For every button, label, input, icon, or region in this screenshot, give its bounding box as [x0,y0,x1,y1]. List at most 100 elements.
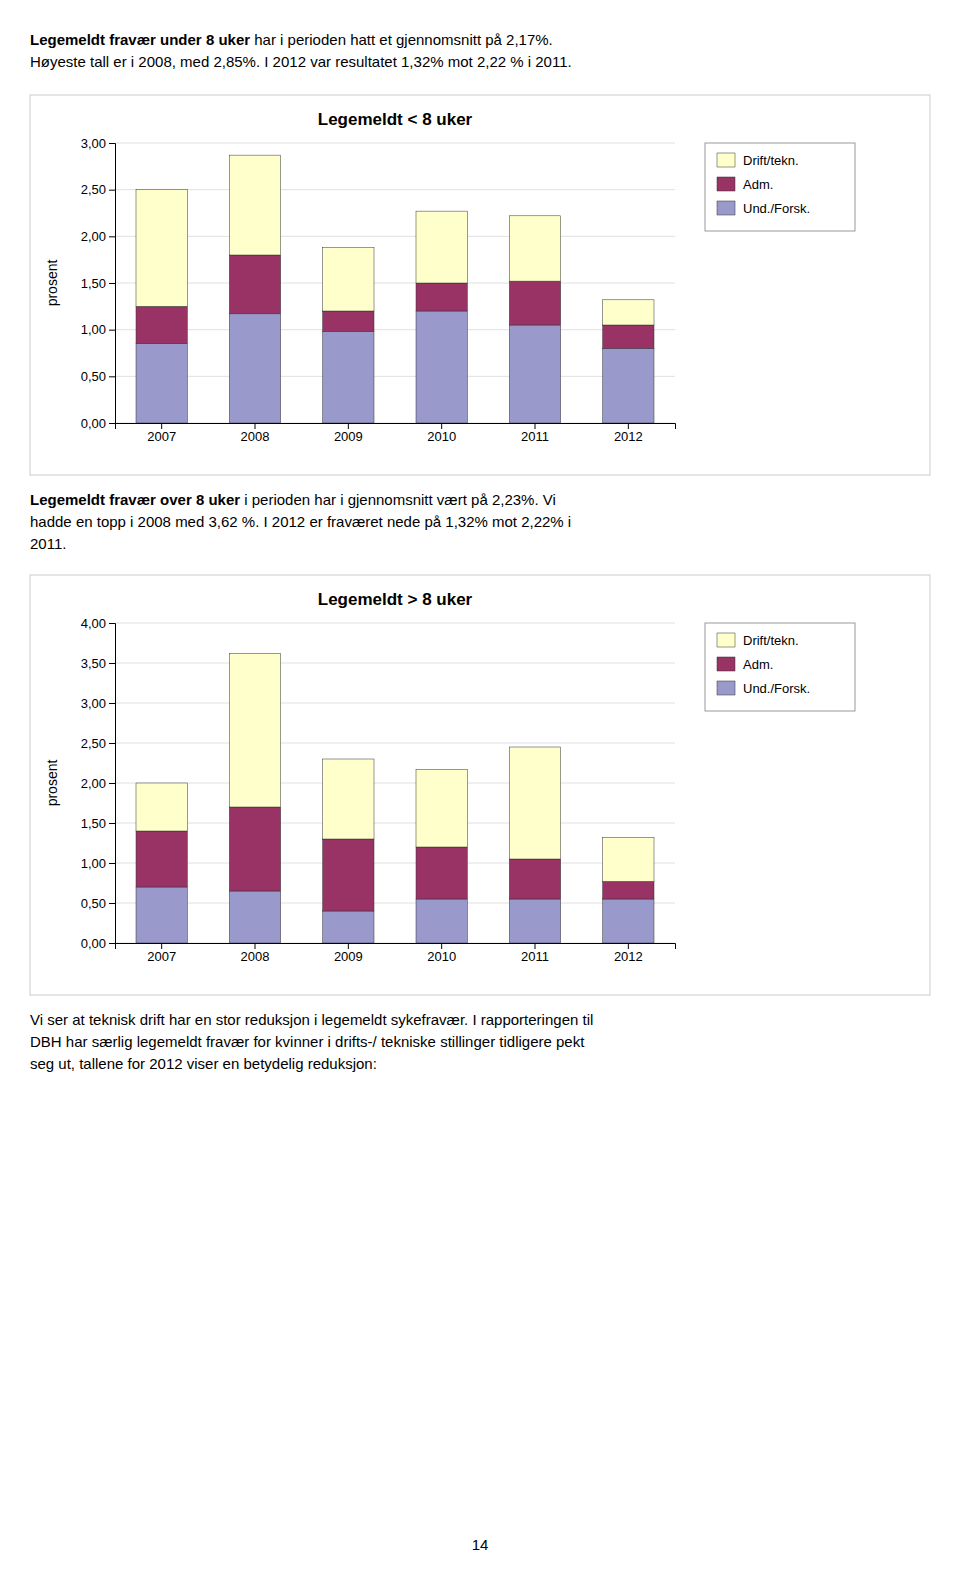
grid-line [115,623,675,624]
bar-series [136,887,654,943]
bar [229,807,280,891]
text-run: Høyeste tall er i 2008, med 2,85%. I 201… [30,53,572,70]
paragraph-line: seg ut, tallene for 2012 viser en betyde… [30,1055,377,1072]
y-tick: 2,00 [81,776,115,791]
paragraph-line: Høyeste tall er i 2008, med 2,85%. I 201… [30,53,572,70]
bar [323,911,374,943]
bar [509,216,560,281]
grid-line [115,703,675,704]
x-tick-mark [255,943,256,949]
y-tick: 2,50 [81,182,115,197]
bar [509,325,560,423]
x-tick-mark [441,943,442,949]
bar-series [136,255,654,348]
text-run: hadde en topp i 2008 med 3,62 %. I 2012 … [30,513,571,530]
paragraph-line: 2011. [30,535,66,552]
y-tick: 3,50 [81,656,115,671]
x-tick: 2012 [614,943,643,964]
bar [229,255,280,314]
text-run: i perioden har i gjennomsnitt vært på 2,… [240,491,556,508]
bar [136,783,187,831]
bar [416,769,467,847]
grid-line [115,823,675,824]
x-tick-mark [161,943,162,949]
page: Legemeldt fravær under 8 uker har i peri… [0,0,960,1577]
y-tick-mark [109,903,115,904]
y-tick-label: 2,00 [81,776,106,791]
y-tick: 0,50 [81,896,115,911]
y-tick-mark [109,783,115,784]
x-tick-label: 2010 [427,429,456,444]
y-tick-mark [109,330,115,331]
y-tick-mark [109,703,115,704]
paragraph-line: hadde en topp i 2008 med 3,62 %. I 2012 … [30,513,571,530]
x-axis: 200720082009201020112012 [116,943,676,964]
y-tick-label: 0,50 [81,369,106,384]
x-tick: 2010 [427,943,456,964]
bar [229,155,280,255]
x-tick-label: 2011 [521,949,549,964]
bar [136,887,187,943]
y-tick-mark [109,236,115,237]
bar [229,653,280,807]
x-tick-label: 2012 [614,949,643,964]
grid-line [115,743,675,744]
y-tick-mark [109,376,115,377]
x-axis: 200720082009201020112012 [116,423,676,444]
y-tick: 0,50 [81,369,115,384]
legend: Drift/tekn.Adm.Und./Forsk. [705,143,855,231]
y-tick-label: 1,50 [81,276,106,291]
x-tick-mark [628,943,629,949]
text-run: har i perioden hatt et gjennomsnitt på 2… [250,31,553,48]
x-tick-label: 2008 [241,949,270,964]
bar [416,847,467,899]
chart-title: Legemeldt > 8 uker [318,590,473,609]
y-tick-label: 0,50 [81,896,106,911]
x-tick: 2008 [241,943,270,964]
grid-line [115,783,675,784]
bar-series [136,311,654,423]
y-tick-mark [109,743,115,744]
legend-label: Drift/tekn. [743,633,799,648]
legend-label: Adm. [743,177,773,192]
y-tick-mark [109,423,115,424]
bars [136,155,654,423]
text-run: Legemeldt fravær under 8 uker [30,31,250,48]
grid-line [115,376,675,377]
y-tick-label: 2,50 [81,182,106,197]
y-tick-mark [109,943,115,944]
y-tick: 2,00 [81,229,115,244]
text-run: seg ut, tallene for 2012 viser en betyde… [30,1055,377,1072]
y-tick: 3,00 [81,136,115,151]
x-tick-label: 2007 [147,949,176,964]
y-axis-line [109,144,116,424]
y-tick-label: 2,50 [81,736,106,751]
bar-series [136,155,654,325]
bar [323,311,374,332]
bar [509,747,560,859]
y-tick: 1,00 [81,322,115,337]
y-axis-title: prosent [44,760,60,807]
grid-line [115,863,675,864]
bar [603,325,654,348]
bar [136,344,187,423]
y-axis-title: prosent [44,260,60,307]
grid-line [115,189,675,190]
y-axis: 0,000,501,001,502,002,503,00 [81,136,116,431]
y-tick-label: 1,50 [81,816,106,831]
bar [603,899,654,943]
legend-label: Und./Forsk. [743,201,810,216]
x-tick: 2011 [521,943,549,964]
paragraph-line: Legemeldt fravær over 8 uker i perioden … [30,491,556,508]
y-tick: 1,50 [81,816,115,831]
grid [115,623,675,943]
bar [323,839,374,911]
legend-box [705,623,855,711]
x-tick: 2007 [147,943,176,964]
x-tick-label: 2011 [521,429,549,444]
y-tick: 4,00 [81,616,115,631]
x-axis-line [116,944,676,950]
y-tick-label: 1,00 [81,322,106,337]
x-tick: 2011 [521,423,549,444]
text-run: DBH har særlig legemeldt fravær for kvin… [30,1033,585,1050]
